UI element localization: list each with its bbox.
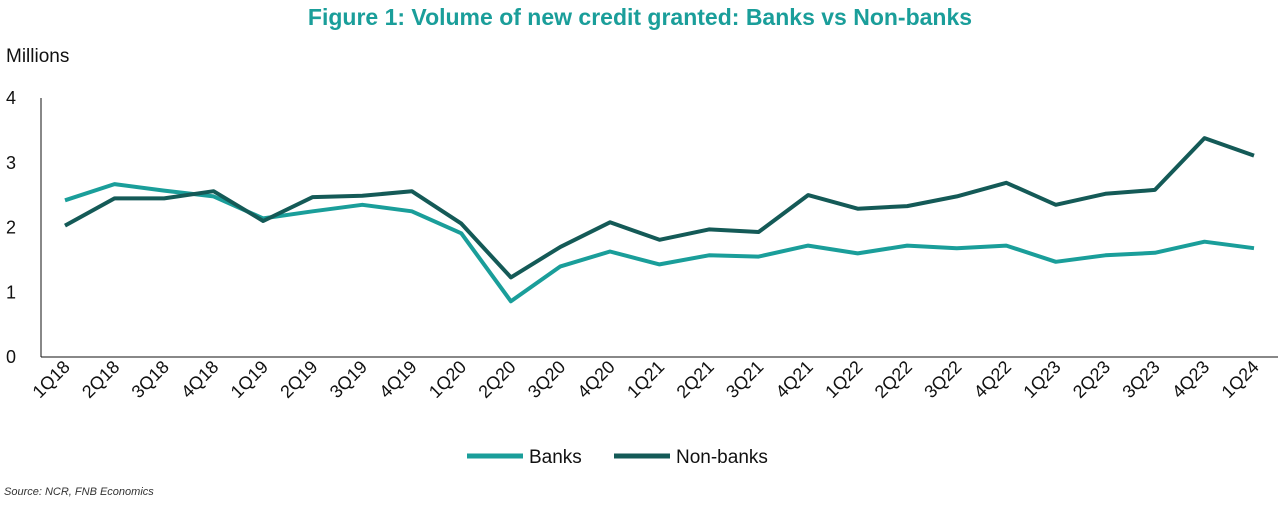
legend-label: Non-banks: [676, 447, 768, 468]
x-tick-label: 2Q21: [673, 357, 718, 402]
y-axis-label: Millions: [6, 46, 69, 67]
y-tick-label: 4: [6, 88, 16, 108]
x-tick-label: 3Q20: [524, 357, 569, 402]
y-tick-label: 0: [6, 347, 16, 367]
x-tick-label: 2Q19: [276, 357, 321, 402]
x-tick-label: 4Q21: [772, 357, 817, 402]
x-tick-label: 1Q20: [425, 357, 470, 402]
x-tick-label: 4Q22: [970, 357, 1015, 402]
x-tick-label: 4Q20: [573, 357, 618, 402]
series-line-non-banks: [64, 136, 1255, 280]
x-tick-label: 2Q20: [474, 357, 519, 402]
x-tick-label: 2Q18: [78, 357, 123, 402]
x-tick-label: 1Q24: [1218, 357, 1263, 402]
x-tick-label: 4Q23: [1168, 357, 1213, 402]
chart-title: Figure 1: Volume of new credit granted: …: [307, 4, 973, 30]
x-tick-label: 4Q19: [375, 357, 420, 402]
x-tick-label: 3Q21: [722, 357, 767, 402]
x-tick-label: 2Q23: [1069, 357, 1114, 402]
x-tick-label: 3Q19: [326, 357, 371, 402]
x-tick-label: 4Q18: [177, 357, 222, 402]
x-tick-label: 2Q22: [871, 357, 916, 402]
x-tick-label: 3Q23: [1118, 357, 1163, 402]
x-tick-label: 1Q21: [623, 357, 668, 402]
x-tick-label: 1Q18: [29, 357, 74, 402]
y-tick-label: 1: [6, 282, 16, 302]
x-tick-label: 1Q22: [821, 357, 866, 402]
source-note: Source: NCR, FNB Economics: [4, 486, 154, 498]
legend-label: Banks: [529, 447, 582, 468]
series-line-banks: [64, 182, 1255, 304]
y-tick-label: 3: [6, 153, 16, 173]
x-tick-label: 3Q18: [128, 357, 173, 402]
x-tick-label: 3Q22: [920, 357, 965, 402]
x-tick-label: 1Q23: [1019, 357, 1064, 402]
x-tick-label: 1Q19: [227, 357, 272, 402]
y-tick-label: 2: [6, 218, 16, 238]
